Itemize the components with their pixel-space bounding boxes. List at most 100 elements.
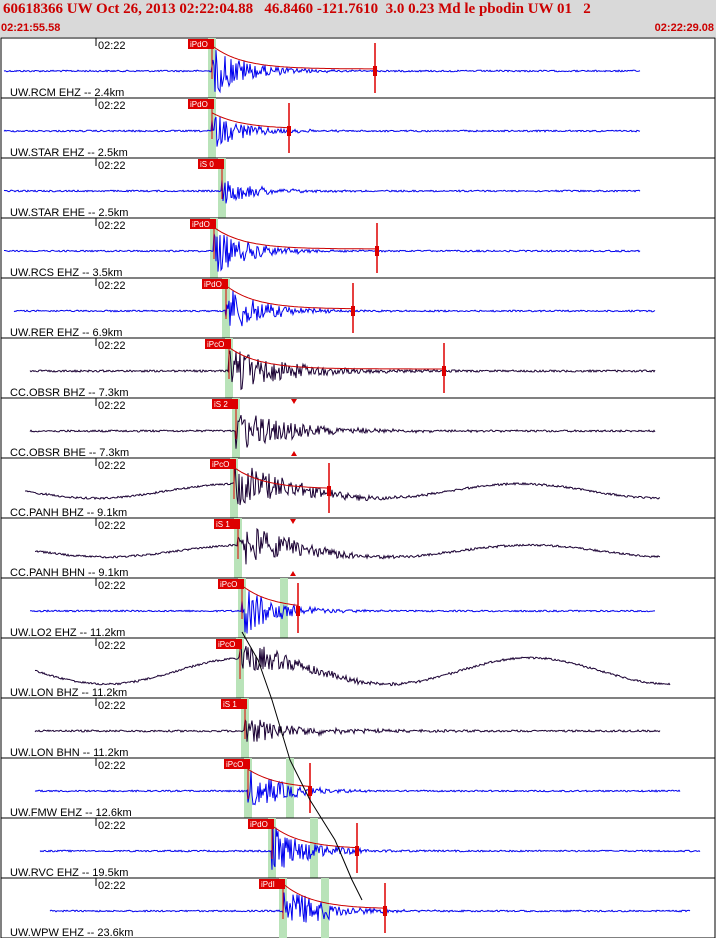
station-label: CC.PANH BHN -- 9.1km — [10, 567, 128, 579]
pick-flag — [188, 99, 214, 109]
waveform — [35, 527, 661, 565]
pick-flag — [212, 399, 238, 409]
station-label: UW.FMW EHZ -- 12.6km — [10, 807, 132, 819]
pick-label: iPcO — [218, 640, 235, 649]
station-label: UW.STAR EHE -- 2.5km — [10, 207, 128, 219]
coda-marker-tick — [296, 606, 300, 616]
window-end-time: 02:22:29.08 — [654, 22, 714, 34]
phase-marker — [290, 519, 296, 524]
coda-marker-tick — [373, 66, 377, 76]
pick-flag — [221, 699, 247, 709]
coda-curve — [282, 883, 386, 909]
pick-label: iS 1 — [216, 520, 230, 529]
waveform — [29, 350, 656, 391]
trace-panel: 02:22 iPcO UW.LO2 EHZ -- 11.2km — [0, 577, 716, 639]
station-label: CC.OBSR BHE -- 7.3km — [10, 447, 129, 459]
time-tick-label: 02:22 — [98, 640, 126, 652]
trace-panel: 02:22 iS 1 UW.LON BHN -- 11.2km — [0, 697, 716, 759]
coda-curve — [211, 112, 289, 129]
pick-flag — [210, 459, 236, 469]
phase-marker — [291, 451, 297, 456]
time-tick-label: 02:22 — [98, 880, 126, 892]
pick-label: iPcO — [207, 340, 224, 349]
station-label: UW.RVC EHZ -- 19.5km — [10, 867, 128, 879]
trace-panel: 02:22 iPcO CC.PANH BHZ -- 9.1km — [0, 457, 716, 519]
station-label: UW.STAR EHZ -- 2.5km — [10, 147, 128, 159]
phase-marker — [290, 571, 296, 576]
time-tick-label: 02:22 — [98, 520, 126, 532]
trace-panel: 02:22 iPdI UW.WPW EHZ -- 23.6km — [0, 877, 716, 938]
coda-curve — [213, 226, 376, 250]
station-label: UW.WPW EHZ -- 23.6km — [10, 927, 133, 938]
pick-label: iPdI — [261, 880, 275, 889]
pick-flag — [202, 279, 228, 289]
waveform — [3, 50, 641, 94]
coda-marker-tick — [308, 786, 312, 796]
coda-curve — [241, 585, 299, 606]
waveform — [29, 414, 656, 449]
time-tick-label: 02:22 — [98, 820, 126, 832]
waveform — [49, 892, 691, 923]
coda-marker-tick — [327, 486, 331, 496]
pick-flag — [248, 819, 274, 829]
coda-curve — [211, 45, 374, 70]
coda-curve — [225, 285, 352, 310]
waveform — [39, 827, 701, 870]
waveform — [3, 116, 641, 147]
pick-label: iPdO — [192, 220, 210, 229]
station-label: UW.LON BHZ -- 11.2km — [10, 687, 127, 699]
pick-window — [321, 878, 329, 938]
pick-flag — [198, 159, 224, 169]
coda-marker-tick — [355, 846, 359, 856]
station-label: UW.RER EHZ -- 6.9km — [10, 327, 122, 339]
time-tick-label: 02:22 — [98, 160, 126, 172]
pick-flag — [214, 519, 240, 529]
time-tick-label: 02:22 — [98, 280, 126, 292]
waveform — [4, 233, 641, 272]
waveform — [13, 290, 656, 327]
pick-flag — [224, 759, 250, 769]
coda-marker-tick — [351, 306, 355, 316]
pick-flag — [216, 639, 242, 649]
pick-label: iS 0 — [200, 160, 214, 169]
pick-label: iPdO — [250, 820, 268, 829]
pick-flag — [188, 39, 214, 49]
time-tick-label: 02:22 — [98, 340, 126, 352]
trace-panel: 02:22 iS 0 UW.STAR EHE -- 2.5km — [0, 157, 716, 219]
window-start-time: 02:21:55.58 — [1, 22, 61, 34]
trace-panel: 02:22 iPcO CC.OBSR BHZ -- 7.3km — [0, 337, 716, 399]
pick-label: iPdO — [190, 100, 208, 109]
pick-flag — [259, 879, 285, 889]
pick-label: iPdO — [204, 280, 222, 289]
trace-panel: 02:22 iS 2 CC.OBSR BHE -- 7.3km — [0, 397, 716, 459]
time-tick-label: 02:22 — [98, 220, 126, 232]
waveform — [34, 641, 671, 687]
station-label: CC.PANH BHZ -- 9.1km — [10, 507, 127, 519]
coda-marker-tick — [287, 126, 291, 136]
coda-marker-tick — [383, 906, 387, 916]
moveout-curve — [241, 631, 363, 901]
pick-window — [286, 758, 294, 818]
pick-window — [310, 818, 318, 878]
trace-panel: 02:22 iPdO UW.RER EHZ -- 6.9km — [0, 277, 716, 339]
station-label: UW.LO2 EHZ -- 11.2km — [10, 627, 125, 639]
time-tick-label: 02:22 — [98, 40, 126, 52]
coda-marker-tick — [375, 246, 379, 256]
event-title: 60618366 UW Oct 26, 2013 02:22:04.88 46.… — [3, 1, 591, 17]
trace-panel: 02:22 iPcO UW.LON BHZ -- 11.2km — [0, 637, 716, 699]
pick-flag — [190, 219, 216, 229]
panel-frame — [0, 877, 716, 938]
coda-marker-tick — [442, 366, 446, 376]
time-tick-label: 02:22 — [98, 400, 126, 412]
trace-panel: 02:22 iPdO UW.RCM EHZ -- 2.4km — [0, 37, 716, 99]
coda-curve — [233, 466, 329, 489]
pick-flag — [205, 339, 231, 349]
pick-flag — [218, 579, 244, 589]
trace-panel: 02:22 iPdO UW.STAR EHZ -- 2.5km — [0, 97, 716, 159]
waveform — [34, 771, 681, 806]
coda-curve — [271, 825, 357, 849]
coda-curve — [228, 346, 443, 370]
trace-panel: 02:22 iS 1 CC.PANH BHN -- 9.1km — [0, 517, 716, 579]
trace-panel: 02:22 iPdO UW.RVC EHZ -- 19.5km — [0, 817, 716, 879]
